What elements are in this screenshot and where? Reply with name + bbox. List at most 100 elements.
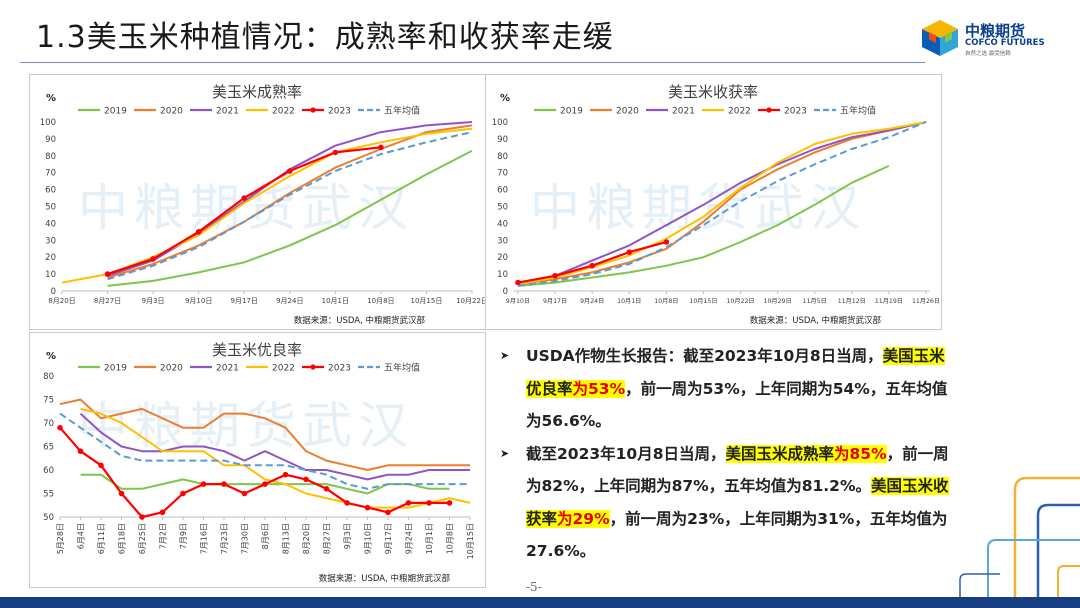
page-title: 1.3美玉米种植情况：成熟率和收获率走缓 bbox=[36, 20, 614, 55]
series-point-2023 bbox=[286, 168, 293, 174]
y-tick-60: 60 bbox=[43, 466, 54, 476]
legend-marker-2023 bbox=[766, 107, 772, 113]
legend-label-2022: 2022 bbox=[272, 364, 295, 374]
x-tick-label: 8月27日 bbox=[323, 523, 332, 554]
chart-title: 美玉米成熟率 bbox=[212, 83, 302, 101]
logo-cn-text: 中粮期货 bbox=[965, 22, 1026, 40]
title-divider bbox=[20, 62, 925, 63]
p2-highlight-label: 美国玉米成熟率 bbox=[725, 444, 835, 463]
y-tick-40: 40 bbox=[45, 219, 56, 229]
x-tick-label: 6月4日 bbox=[77, 523, 86, 549]
chart-title: 美玉米优良率 bbox=[212, 341, 302, 359]
series-line-五年均值 bbox=[59, 412, 470, 490]
series-point-2023 bbox=[241, 490, 248, 497]
series-point-2023 bbox=[159, 509, 166, 516]
series-line-2021 bbox=[79, 412, 470, 481]
series-line-2022 bbox=[517, 121, 927, 286]
series-point-2023 bbox=[552, 272, 558, 279]
series-line-2022 bbox=[80, 407, 471, 509]
x-tick-label: 9月24日 bbox=[405, 523, 414, 554]
x-tick-label: 10月22日 bbox=[726, 298, 754, 305]
legend-label-2022: 2022 bbox=[272, 107, 295, 117]
y-tick-100: 100 bbox=[40, 118, 56, 128]
y-tick-75: 75 bbox=[43, 396, 54, 406]
series-line-五年均值 bbox=[107, 131, 473, 281]
y-tick-0: 0 bbox=[503, 287, 508, 297]
logo-en-text: COFCO FUTURES bbox=[965, 38, 1045, 48]
y-tick-65: 65 bbox=[43, 443, 54, 453]
series-line-2023 bbox=[59, 426, 450, 519]
harvest-chart-panel: 中粮期货武汉 美玉米收获率% 2019 2020 2021 2022 2023 五年均值 0 10… bbox=[485, 74, 942, 330]
series-line-五年均值 bbox=[517, 121, 927, 287]
x-tick-label: 10月1日 bbox=[322, 297, 349, 305]
x-tick-label: 6月25日 bbox=[138, 523, 147, 554]
y-tick-55: 55 bbox=[43, 490, 54, 500]
x-tick-label: 10月15日 bbox=[411, 297, 443, 305]
y-tick-60: 60 bbox=[497, 186, 508, 196]
x-tick-label: 6月18日 bbox=[118, 523, 127, 554]
p1-rest: ，前一周为53%，上年同期为54%，五年均值为56.6%。 bbox=[526, 379, 948, 431]
legend-marker-2023 bbox=[310, 107, 316, 113]
x-tick-label: 9月17日 bbox=[231, 297, 258, 305]
x-tick-label: 10月8日 bbox=[367, 297, 394, 305]
arrow-bullet-icon: ➤ bbox=[500, 446, 510, 460]
y-tick-50: 50 bbox=[45, 203, 56, 213]
data-source: 数据来源：USDA, 中粮期货武汉部 bbox=[750, 315, 882, 326]
y-unit-label: % bbox=[46, 351, 56, 362]
x-tick-label: 7月16日 bbox=[200, 523, 209, 554]
legend-label-2023: 2023 bbox=[328, 107, 351, 117]
p2-highlight-value: 为85% bbox=[834, 444, 887, 463]
y-tick-80: 80 bbox=[497, 152, 508, 162]
data-source: 数据来源：USDA, 中粮期货武汉部 bbox=[319, 573, 451, 584]
series-point-2023 bbox=[150, 256, 156, 262]
p1-highlight-value: 为53% bbox=[572, 379, 626, 398]
legend-label-2020: 2020 bbox=[616, 107, 639, 117]
series-point-2023 bbox=[262, 481, 268, 487]
legend-label-2023: 2023 bbox=[328, 364, 351, 374]
y-tick-40: 40 bbox=[497, 219, 508, 229]
y-tick-0: 0 bbox=[51, 287, 56, 297]
x-tick-label: 8月13日 bbox=[282, 523, 291, 554]
y-tick-10: 10 bbox=[497, 270, 508, 280]
series-point-2023 bbox=[282, 471, 289, 478]
x-tick-label: 10月15日 bbox=[466, 523, 475, 559]
y-tick-50: 50 bbox=[497, 203, 508, 213]
x-tick-label: 7月23日 bbox=[220, 523, 229, 554]
x-tick-label: 10月29日 bbox=[764, 298, 792, 305]
y-tick-30: 30 bbox=[45, 236, 56, 246]
x-tick-label: 11月26日 bbox=[912, 298, 940, 305]
x-tick-label: 5月28日 bbox=[56, 523, 65, 554]
p2-rest-2: ，前一周为23%，上年同期为31%，五年均值为27.6%。 bbox=[526, 509, 948, 561]
series-line-2020 bbox=[59, 398, 470, 471]
y-tick-20: 20 bbox=[497, 253, 508, 263]
series-point-2023 bbox=[303, 476, 309, 483]
commentary-paragraph-1: ➤ USDA作物生长报告：截至2023年10月8日当周，美国玉米优良率为53%，前… bbox=[500, 340, 960, 438]
series-point-2023 bbox=[378, 144, 384, 151]
legend-label-2019: 2019 bbox=[104, 364, 127, 374]
maturity-chart-panel: 中粮期货武汉 美玉米成熟率% 2019 2020 2021 2022 2023 五年均值 0 10… bbox=[29, 74, 486, 330]
p2-rest: ，前一周为82%，上年同期为87%，五年均值为81.2%。 bbox=[526, 444, 949, 496]
series-point-2023 bbox=[118, 490, 125, 497]
x-tick-label: 8月20日 bbox=[48, 297, 75, 305]
x-tick-label: 9月24日 bbox=[580, 298, 604, 305]
x-tick-label: 11月5日 bbox=[803, 298, 827, 305]
series-line-2019 bbox=[107, 149, 473, 287]
commentary-paragraph-2: ➤ 截至2023年10月8日当周，美国玉米成熟率为85%，前一周为82%，上年同期… bbox=[500, 438, 960, 568]
y-tick-70: 70 bbox=[45, 169, 56, 179]
series-point-2023 bbox=[195, 229, 202, 235]
x-tick-label: 7月9日 bbox=[179, 523, 188, 549]
x-tick-label: 9月3日 bbox=[142, 297, 165, 305]
x-tick-label: 10月1日 bbox=[425, 523, 434, 554]
arrow-bullet-icon: ➤ bbox=[500, 349, 510, 362]
series-point-2023 bbox=[364, 504, 371, 511]
x-tick-label: 10月1日 bbox=[617, 298, 641, 305]
condition-chart-panel: 中粮期货武汉 美玉米优良率% 2019 2020 2021 2022 2023 五年均值 50 5… bbox=[29, 332, 486, 588]
legend-label-五年均值: 五年均值 bbox=[384, 105, 420, 117]
y-unit-label: % bbox=[500, 93, 510, 104]
logo-tagline: 自然之选 最受信赖 bbox=[965, 51, 1011, 57]
p2-lead: 截至2023年10月8日当周， bbox=[526, 444, 726, 463]
x-tick-label: 9月10日 bbox=[364, 523, 373, 554]
p1-lead: USDA作物生长报告：截至2023年10月8日当周， bbox=[526, 347, 883, 365]
x-tick-label: 9月3日 bbox=[343, 523, 352, 549]
